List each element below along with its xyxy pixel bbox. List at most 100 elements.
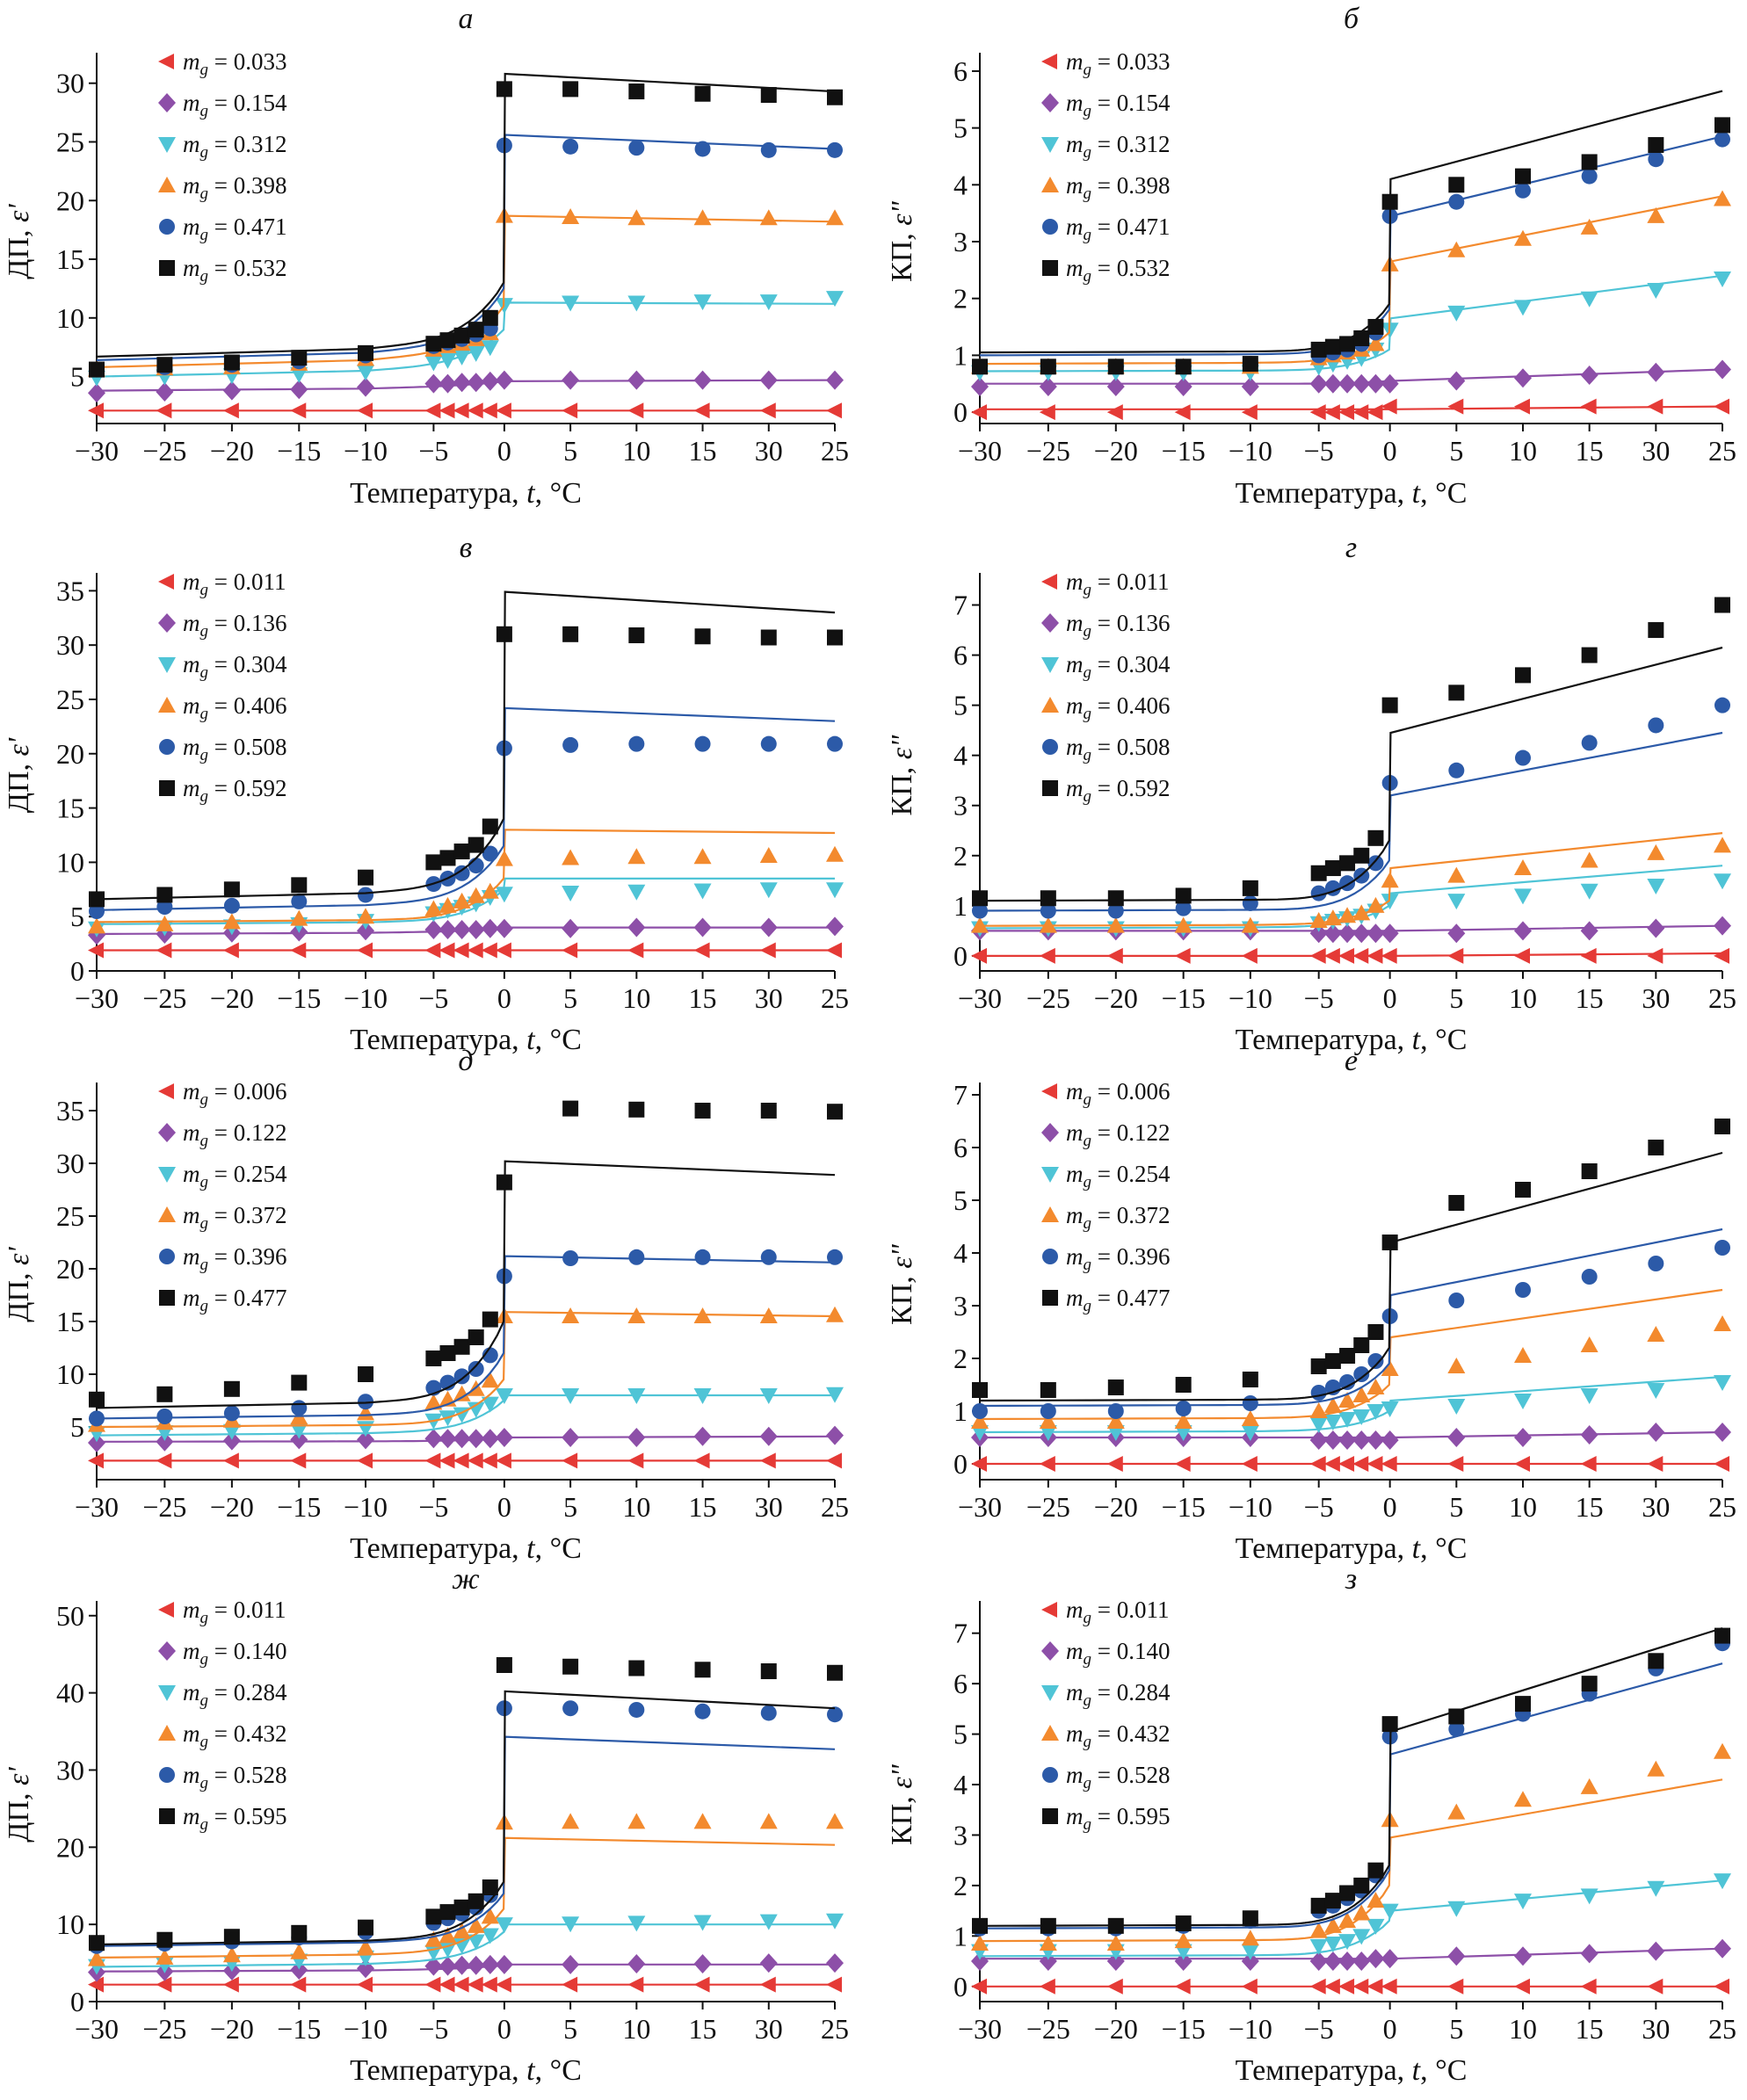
data-point (1366, 1404, 1385, 1420)
data-point (1175, 900, 1192, 916)
data-point (1580, 1944, 1598, 1964)
legend-equals: = (208, 1803, 234, 1829)
y-axis-title: ДП, ε' (3, 737, 35, 813)
data-point (291, 1400, 308, 1416)
legend-subscript: g (200, 226, 209, 244)
data-point (1448, 1708, 1465, 1725)
legend-value: 0.312 (234, 131, 287, 157)
legend-subscript: g (200, 1733, 209, 1751)
legend-value: 0.011 (234, 1597, 286, 1623)
series (88, 1813, 844, 1966)
data-point (1447, 1456, 1464, 1472)
x-tick-label: 25 (821, 1491, 849, 1523)
legend-label: mg = 0.406 (183, 692, 286, 723)
legend-equals: = (208, 734, 234, 760)
data-point (495, 1388, 513, 1404)
legend-marker (1041, 1685, 1059, 1701)
data-point (827, 629, 843, 646)
data-point (693, 848, 712, 865)
x-axis-title-unit: , °C (1420, 1532, 1467, 1565)
data-point (827, 1249, 843, 1265)
legend-var: m (1066, 1119, 1084, 1146)
legend-marker (159, 1290, 175, 1306)
legend-label: mg = 0.508 (183, 734, 286, 764)
data-point (826, 291, 844, 308)
legend-equals: = (208, 1638, 234, 1664)
panel-letter: ж (452, 1563, 480, 1596)
data-point (1514, 667, 1531, 684)
y-tick-label: 10 (56, 302, 84, 334)
legend-equals: = (208, 1285, 234, 1311)
legend-label: mg = 0.122 (1066, 1119, 1170, 1150)
y-tick-label: 35 (56, 1095, 84, 1126)
legend-value: 0.154 (1117, 90, 1171, 116)
y-tick-label: 5 (953, 112, 968, 144)
data-point (424, 1956, 443, 1976)
panel-letter: з (1345, 1563, 1357, 1596)
data-point (1339, 1348, 1356, 1364)
series (89, 590, 843, 908)
legend-subscript: g (200, 1297, 209, 1315)
legend-subscript: g (200, 1774, 209, 1792)
data-point (1367, 829, 1384, 846)
data-point (1241, 1952, 1259, 1972)
legend-equals: = (1091, 214, 1117, 240)
data-point (693, 1813, 712, 1829)
x-tick-label: −25 (142, 982, 186, 1014)
legend-subscript: g (200, 143, 209, 162)
data-point (357, 365, 375, 381)
x-axis-title-main: Температура, (1236, 1532, 1412, 1565)
legend-label: mg = 0.033 (1066, 48, 1170, 79)
legend-label: mg = 0.011 (183, 1597, 286, 1627)
data-point (693, 1388, 712, 1404)
data-point (88, 1950, 105, 1966)
legend-subscript: g (1084, 705, 1092, 723)
data-point (481, 371, 499, 391)
series (88, 1953, 844, 1982)
data-point (1309, 373, 1328, 394)
legend-value: 0.398 (234, 172, 287, 199)
data-point (971, 1413, 989, 1429)
y-axis-title: КП, ε" (886, 1243, 918, 1325)
legend-subscript: g (1084, 1609, 1092, 1627)
legend-equals: = (1091, 734, 1117, 760)
data-point (1338, 404, 1355, 421)
data-point (1513, 947, 1530, 964)
series (89, 1249, 843, 1427)
legend-subscript: g (1084, 1256, 1092, 1274)
data-point (628, 83, 645, 100)
data-point (1309, 1952, 1328, 1972)
data-point (1381, 697, 1398, 713)
x-tick-label: −20 (1094, 1491, 1138, 1523)
data-point (562, 1916, 580, 1933)
legend-equals: = (208, 90, 234, 116)
data-point (156, 942, 172, 959)
data-point (627, 209, 646, 226)
legend-equals: = (1091, 131, 1117, 157)
y-tick-label: 30 (56, 68, 84, 99)
data-point (1514, 749, 1531, 766)
y-tick-label: 0 (953, 940, 968, 972)
legend-label: mg = 0.528 (1066, 1762, 1170, 1792)
data-point (290, 402, 307, 419)
data-point (358, 1394, 374, 1410)
data-point (495, 918, 513, 938)
x-axis-title: Температура, t, °C (1236, 2054, 1468, 2087)
legend-value: 0.122 (234, 1119, 287, 1146)
legend-equals: = (208, 1119, 234, 1146)
data-point (1338, 907, 1357, 923)
data-point (1309, 1922, 1328, 1938)
legend-subscript: g (1084, 787, 1092, 806)
data-point (1040, 358, 1056, 375)
data-point (627, 295, 646, 312)
data-point (627, 917, 646, 938)
data-point (453, 865, 470, 881)
data-point (1581, 1269, 1598, 1285)
data-point (1323, 1397, 1342, 1413)
data-point (1447, 305, 1466, 322)
legend-marker (158, 1083, 174, 1099)
data-point (1714, 1627, 1730, 1644)
series (88, 1976, 842, 1993)
data-point (1448, 1720, 1465, 1737)
